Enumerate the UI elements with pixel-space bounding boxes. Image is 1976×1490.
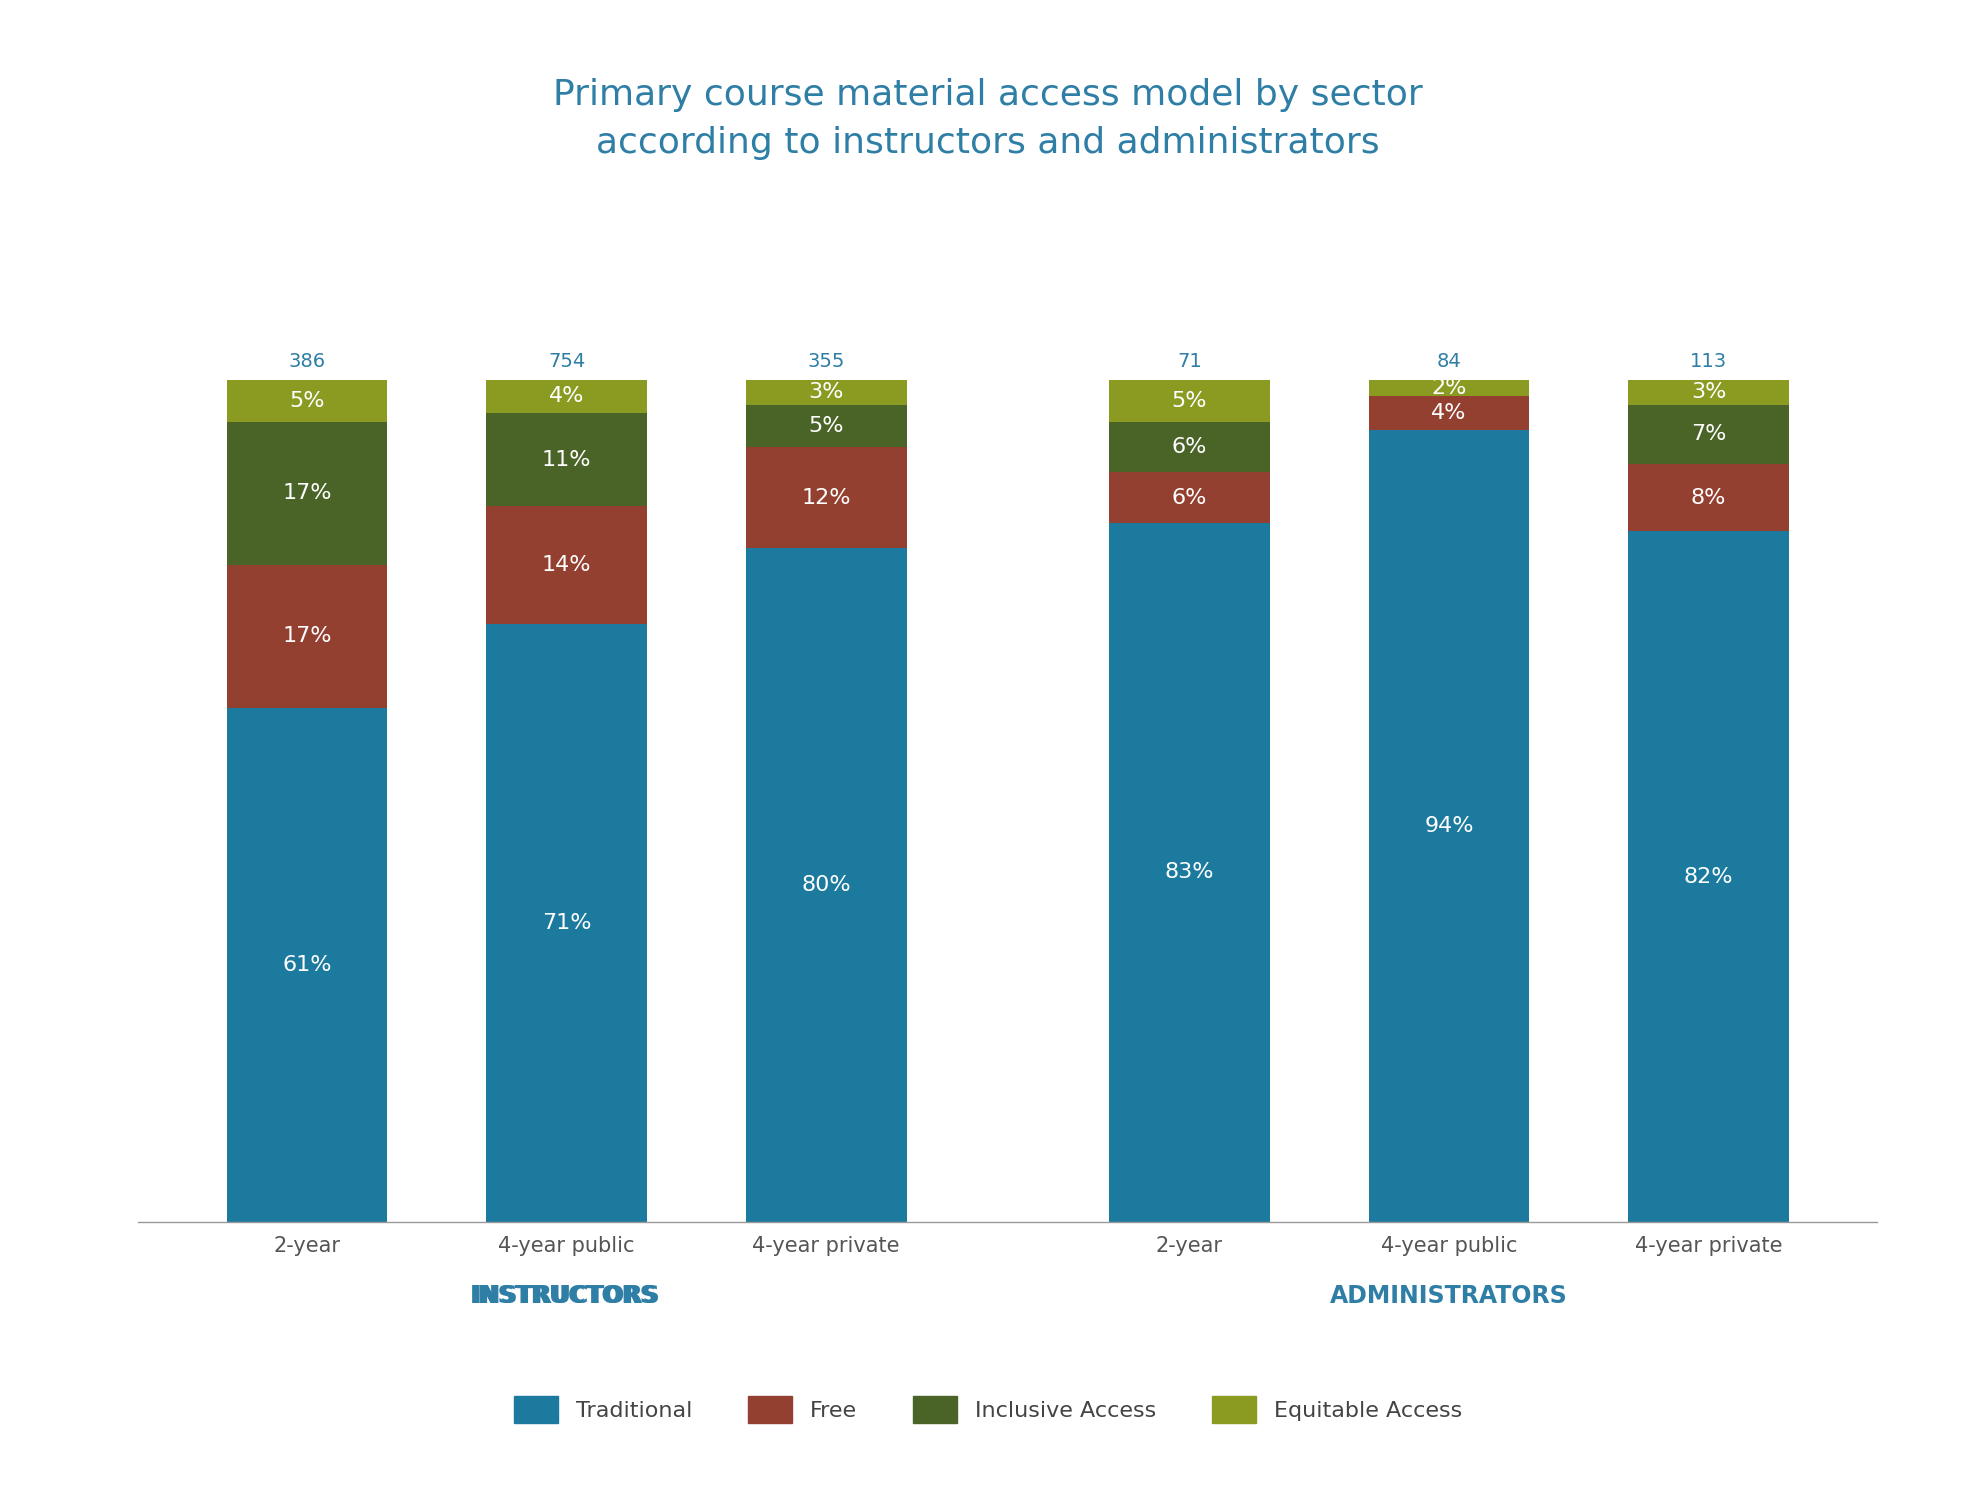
Text: 355: 355 bbox=[808, 352, 846, 371]
Bar bbox=[486, 624, 646, 1222]
Text: INSTRUCTORS: INSTRUCTORS bbox=[472, 1284, 660, 1308]
Text: 71%: 71% bbox=[541, 913, 591, 933]
Text: 5%: 5% bbox=[1172, 390, 1207, 411]
Text: 17%: 17% bbox=[283, 483, 332, 504]
Bar bbox=[1109, 380, 1271, 422]
Text: 11%: 11% bbox=[541, 450, 591, 469]
Bar bbox=[1109, 523, 1271, 1222]
Bar bbox=[227, 422, 387, 565]
Bar bbox=[1369, 431, 1529, 1222]
Text: 4%: 4% bbox=[1431, 404, 1466, 423]
Text: 12%: 12% bbox=[802, 487, 852, 508]
Text: 83%: 83% bbox=[1164, 863, 1213, 882]
Bar bbox=[1369, 396, 1529, 431]
Text: 8%: 8% bbox=[1691, 487, 1727, 508]
Text: 17%: 17% bbox=[283, 626, 332, 647]
Text: 4%: 4% bbox=[549, 386, 585, 407]
Bar bbox=[486, 507, 646, 624]
Bar bbox=[745, 447, 907, 548]
Bar bbox=[227, 708, 387, 1222]
Bar bbox=[1109, 472, 1271, 523]
Bar bbox=[1628, 405, 1788, 463]
Text: 61%: 61% bbox=[283, 955, 332, 974]
Text: 84: 84 bbox=[1437, 352, 1462, 371]
Text: INSTRUCTORS: INSTRUCTORS bbox=[470, 1284, 658, 1308]
Bar bbox=[227, 565, 387, 708]
Text: 71: 71 bbox=[1178, 352, 1201, 371]
Text: 6%: 6% bbox=[1172, 487, 1207, 508]
Text: 754: 754 bbox=[547, 352, 585, 371]
Bar bbox=[227, 380, 387, 422]
Text: 5%: 5% bbox=[808, 416, 844, 437]
Bar bbox=[1628, 463, 1788, 532]
Text: ADMINISTRATORS: ADMINISTRATORS bbox=[1330, 1284, 1567, 1308]
Bar bbox=[745, 548, 907, 1222]
Text: 7%: 7% bbox=[1691, 425, 1727, 444]
Bar bbox=[745, 405, 907, 447]
Text: 2%: 2% bbox=[1431, 378, 1466, 398]
Legend: Traditional, Free, Inclusive Access, Equitable Access: Traditional, Free, Inclusive Access, Equ… bbox=[502, 1384, 1474, 1435]
Text: 94%: 94% bbox=[1425, 817, 1474, 836]
Bar bbox=[745, 380, 907, 405]
Bar bbox=[1109, 422, 1271, 472]
Text: 82%: 82% bbox=[1684, 867, 1733, 887]
Text: 14%: 14% bbox=[541, 554, 591, 575]
Text: 6%: 6% bbox=[1172, 437, 1207, 457]
Bar bbox=[1369, 380, 1529, 396]
Text: 3%: 3% bbox=[1691, 383, 1727, 402]
Bar bbox=[1628, 532, 1788, 1222]
Text: 80%: 80% bbox=[802, 875, 852, 895]
Text: 386: 386 bbox=[288, 352, 326, 371]
Text: 3%: 3% bbox=[808, 383, 844, 402]
Bar bbox=[1628, 380, 1788, 405]
Text: Primary course material access model by sector
according to instructors and admi: Primary course material access model by … bbox=[553, 79, 1423, 159]
Bar bbox=[486, 413, 646, 507]
Text: 5%: 5% bbox=[288, 390, 324, 411]
Bar bbox=[486, 380, 646, 413]
Text: 113: 113 bbox=[1689, 352, 1727, 371]
